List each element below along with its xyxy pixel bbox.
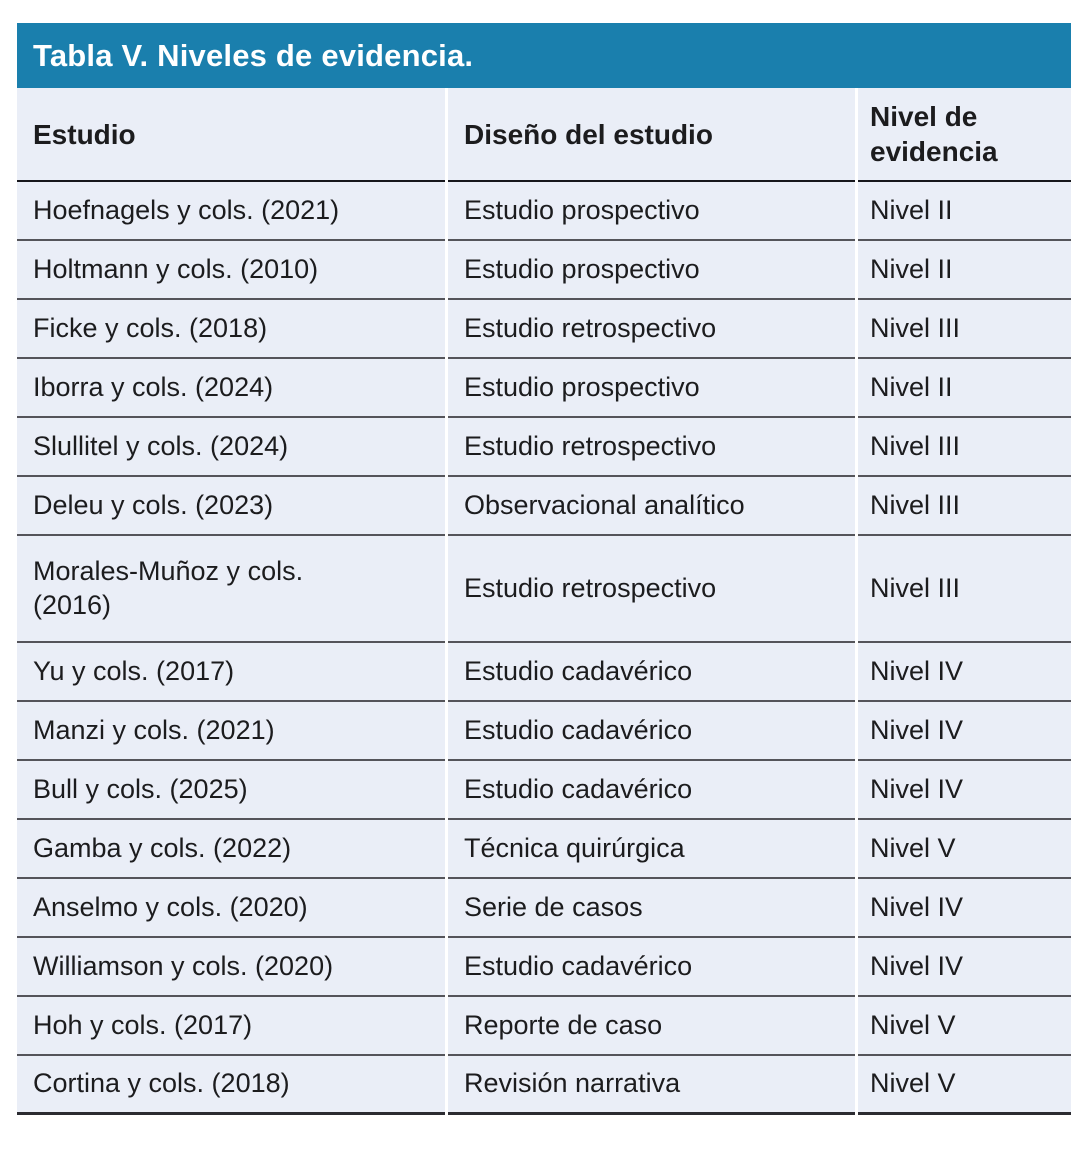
cell-diseno: Estudio cadavérico	[448, 761, 855, 820]
table-row: Holtmann y cols. (2010) Estudio prospect…	[17, 241, 1071, 300]
table-row: Ficke y cols. (2018) Estudio retrospecti…	[17, 300, 1071, 359]
cell-diseno: Técnica quirúrgica	[448, 820, 855, 879]
column-header-estudio: Estudio	[17, 88, 445, 182]
column-header-diseno: Diseño del estudio	[448, 88, 855, 182]
cell-nivel: Nivel II	[858, 241, 1071, 300]
cell-nivel: Nivel IV	[858, 938, 1071, 997]
cell-nivel: Nivel III	[858, 536, 1071, 643]
cell-nivel: Nivel V	[858, 820, 1071, 879]
evidence-table-card: Tabla V. Niveles de evidencia. Estudio D…	[17, 23, 1071, 1115]
cell-nivel: Nivel IV	[858, 761, 1071, 820]
cell-nivel: Nivel II	[858, 359, 1071, 418]
table-row: Iborra y cols. (2024) Estudio prospectiv…	[17, 359, 1071, 418]
table-row: Deleu y cols. (2023) Observacional analí…	[17, 477, 1071, 536]
table-row: Manzi y cols. (2021) Estudio cadavérico …	[17, 702, 1071, 761]
table-row: Williamson y cols. (2020) Estudio cadavé…	[17, 938, 1071, 997]
cell-nivel: Nivel III	[858, 477, 1071, 536]
cell-diseno: Estudio retrospectivo	[448, 536, 855, 643]
cell-estudio: Bull y cols. (2025)	[17, 761, 445, 820]
cell-estudio: Morales-Muñoz y cols. (2016)	[17, 536, 445, 643]
cell-diseno: Estudio cadavérico	[448, 643, 855, 702]
cell-diseno: Estudio prospectivo	[448, 182, 855, 241]
cell-diseno: Reporte de caso	[448, 997, 855, 1056]
cell-nivel: Nivel II	[858, 182, 1071, 241]
table-row: Bull y cols. (2025) Estudio cadavérico N…	[17, 761, 1071, 820]
cell-estudio: Deleu y cols. (2023)	[17, 477, 445, 536]
cell-estudio: Yu y cols. (2017)	[17, 643, 445, 702]
cell-estudio: Iborra y cols. (2024)	[17, 359, 445, 418]
table-row: Slullitel y cols. (2024) Estudio retrosp…	[17, 418, 1071, 477]
cell-diseno: Serie de casos	[448, 879, 855, 938]
cell-diseno: Estudio prospectivo	[448, 241, 855, 300]
cell-diseno: Estudio retrospectivo	[448, 418, 855, 477]
cell-estudio: Holtmann y cols. (2010)	[17, 241, 445, 300]
table-row: Anselmo y cols. (2020) Serie de casos Ni…	[17, 879, 1071, 938]
table-body: Hoefnagels y cols. (2021) Estudio prospe…	[17, 182, 1071, 1115]
cell-estudio: Williamson y cols. (2020)	[17, 938, 445, 997]
table-row: Hoh y cols. (2017) Reporte de caso Nivel…	[17, 997, 1071, 1056]
cell-estudio: Anselmo y cols. (2020)	[17, 879, 445, 938]
cell-diseno: Estudio cadavérico	[448, 938, 855, 997]
cell-diseno: Revisión narrativa	[448, 1056, 855, 1115]
cell-nivel: Nivel III	[858, 418, 1071, 477]
table-title-bar: Tabla V. Niveles de evidencia.	[17, 23, 1071, 88]
table-row: Cortina y cols. (2018) Revisión narrativ…	[17, 1056, 1071, 1115]
table-row: Hoefnagels y cols. (2021) Estudio prospe…	[17, 182, 1071, 241]
cell-diseno: Observacional analítico	[448, 477, 855, 536]
cell-estudio: Gamba y cols. (2022)	[17, 820, 445, 879]
cell-nivel: Nivel V	[858, 1056, 1071, 1115]
cell-estudio: Manzi y cols. (2021)	[17, 702, 445, 761]
table-row: Gamba y cols. (2022) Técnica quirúrgica …	[17, 820, 1071, 879]
cell-nivel: Nivel III	[858, 300, 1071, 359]
cell-nivel: Nivel IV	[858, 643, 1071, 702]
cell-estudio: Hoh y cols. (2017)	[17, 997, 445, 1056]
column-header-nivel: Nivel de evidencia	[858, 88, 1071, 182]
cell-estudio: Slullitel y cols. (2024)	[17, 418, 445, 477]
cell-estudio: Ficke y cols. (2018)	[17, 300, 445, 359]
table-header-row: Estudio Diseño del estudio Nivel de evid…	[17, 88, 1071, 182]
cell-estudio: Hoefnagels y cols. (2021)	[17, 182, 445, 241]
cell-diseno: Estudio prospectivo	[448, 359, 855, 418]
cell-nivel: Nivel IV	[858, 879, 1071, 938]
table-row: Morales-Muñoz y cols. (2016) Estudio ret…	[17, 536, 1071, 643]
table-title: Tabla V. Niveles de evidencia.	[33, 37, 474, 73]
cell-nivel: Nivel V	[858, 997, 1071, 1056]
cell-estudio: Cortina y cols. (2018)	[17, 1056, 445, 1115]
cell-diseno: Estudio retrospectivo	[448, 300, 855, 359]
table-row: Yu y cols. (2017) Estudio cadavérico Niv…	[17, 643, 1071, 702]
cell-diseno: Estudio cadavérico	[448, 702, 855, 761]
cell-nivel: Nivel IV	[858, 702, 1071, 761]
